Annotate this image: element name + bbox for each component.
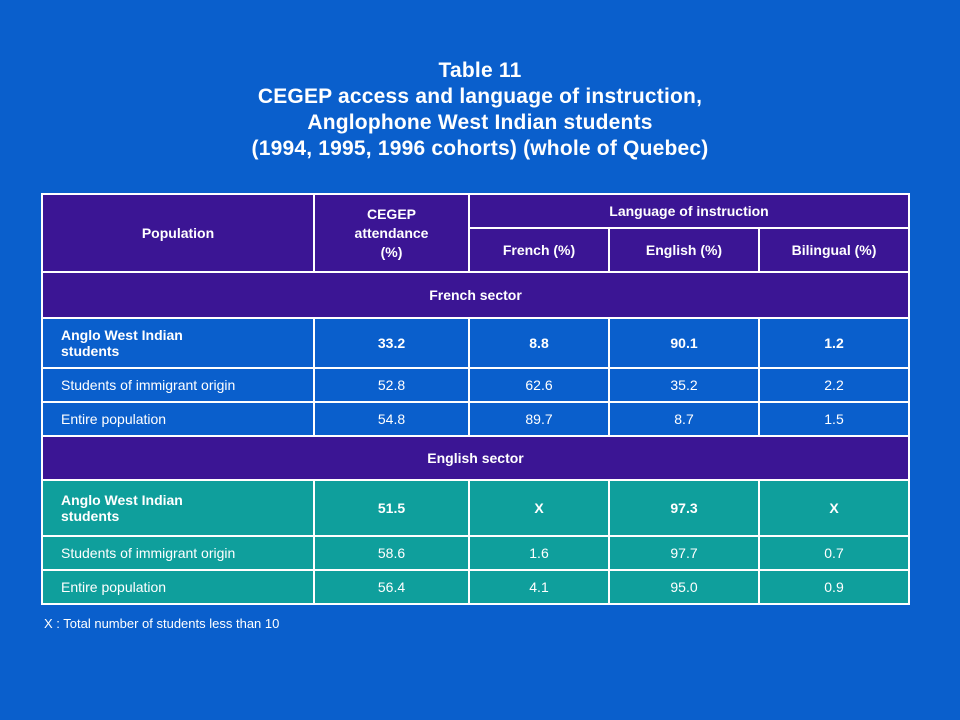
row-population: Entire population [41,569,315,605]
table-row: Anglo West Indian students 33.2 8.8 90.1… [41,317,911,369]
title-line-4: (1994, 1995, 1996 cohorts) (whole of Que… [251,137,709,160]
row-population-line2: students [61,508,120,524]
header-bilingual: Bilingual (%) [757,227,911,273]
section-french: French sector [40,271,911,319]
cell-english: 35.2 [608,367,760,403]
cell-bilingual: X [757,479,911,537]
header-cegep: CEGEP attendance (%) [313,193,470,273]
cell-bilingual: 1.2 [757,317,911,369]
row-population-line1: Anglo West Indian [61,492,183,508]
table-row: Entire population 56.4 4.1 95.0 0.9 [41,569,911,605]
cell-english: 97.3 [608,479,760,537]
cell-cegep: 58.6 [313,535,470,571]
cell-cegep: 52.8 [313,367,470,403]
cell-bilingual: 0.7 [757,535,911,571]
cell-french: 89.7 [468,401,610,437]
cell-cegep: 56.4 [313,569,470,605]
cell-cegep: 33.2 [313,317,470,369]
header-row-1: Population CEGEP attendance (%) Language… [41,193,911,273]
table-row: Entire population 54.8 89.7 8.7 1.5 [41,401,911,437]
cell-french: 1.6 [468,535,610,571]
cell-cegep: 54.8 [313,401,470,437]
cell-bilingual: 1.5 [757,401,911,437]
header-cegep-line1: CEGEP [366,205,416,222]
row-population: Entire population [41,401,315,437]
header-french: French (%) [468,227,610,273]
row-population: Students of immigrant origin [41,535,315,571]
cell-english: 97.7 [608,535,760,571]
row-population: Students of immigrant origin [41,367,315,403]
section-english-label: English sector [40,435,911,481]
cell-bilingual: 0.9 [757,569,911,605]
header-language: Language of instruction [467,193,911,229]
row-population-line2: students [61,343,120,359]
table-row: Students of immigrant origin 58.6 1.6 97… [41,535,911,571]
table-row: Anglo West Indian students 51.5 X 97.3 X [41,479,911,537]
row-population: Anglo West Indian students [41,479,315,537]
title-line-3: Anglophone West Indian students [307,111,653,134]
section-french-label: French sector [40,271,911,319]
footnote: X : Total number of students less than 1… [44,616,280,631]
header-cegep-line2: attendance [354,224,429,241]
header-english: English (%) [608,227,760,273]
title-line-2: CEGEP access and language of instruction… [257,85,703,108]
header-cegep-line3: (%) [380,243,403,260]
cell-french: 8.8 [468,317,610,369]
header-population: Population [41,193,315,273]
cell-french: X [468,479,610,537]
cell-english: 8.7 [608,401,760,437]
cell-english: 95.0 [608,569,760,605]
table-title: Table 11 CEGEP access and language of in… [0,58,960,162]
table-row: Students of immigrant origin 52.8 62.6 3… [41,367,911,403]
row-population: Anglo West Indian students [41,317,315,369]
data-table: Population CEGEP attendance (%) Language… [40,193,911,605]
row-population-line1: Anglo West Indian [61,327,183,343]
cell-bilingual: 2.2 [757,367,911,403]
section-english: English sector [40,435,911,481]
cell-english: 90.1 [608,317,760,369]
cell-french: 62.6 [468,367,610,403]
title-line-1: Table 11 [438,59,522,82]
cell-cegep: 51.5 [313,479,470,537]
cell-french: 4.1 [468,569,610,605]
